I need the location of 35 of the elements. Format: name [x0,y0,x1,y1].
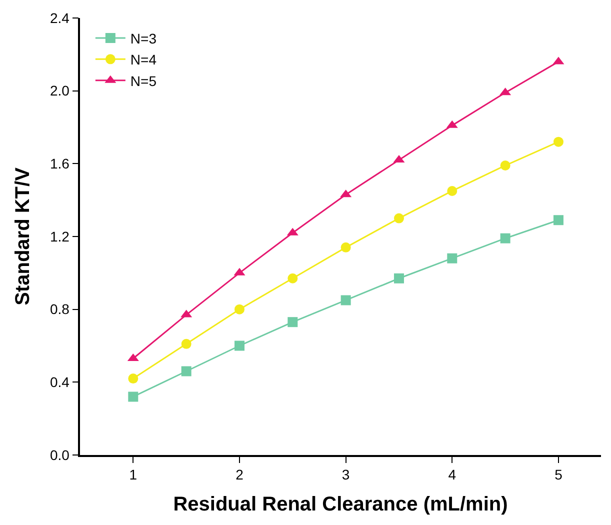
point [553,215,564,226]
legend-label: N=5 [130,72,157,89]
y-tick-label: 1.6 [50,156,70,172]
point [128,392,138,402]
point [288,317,298,328]
point [288,273,298,284]
point [500,160,510,170]
point [500,233,510,244]
point [340,242,351,252]
point [128,374,138,384]
x-tick-label: 3 [342,466,350,483]
y-tick-label: 0.0 [50,446,70,463]
x-tick-label: 5 [554,466,563,483]
y-axis-title: Standard KT/V [12,166,34,306]
point [447,253,458,264]
y-tick-label: 2.4 [50,10,70,26]
x-tick-label: 4 [448,466,456,483]
point [181,338,192,349]
legend-label: N=4 [130,52,157,68]
point [394,213,404,224]
y-tick-label: 1.2 [50,228,70,244]
y-tick-label: 2.0 [50,82,70,99]
legend-label: N=3 [130,30,157,46]
point [394,273,404,284]
x-tick-label: 2 [236,466,244,483]
point [447,186,458,196]
y-tick-label: 0.4 [50,374,70,390]
point [234,304,244,314]
x-axis-title: Residual Renal Clearance (mL/min) [173,494,508,516]
point [234,340,244,351]
point [553,136,564,147]
x-tick-label: 1 [129,466,138,483]
y-tick-label: 0.8 [50,301,70,318]
point [181,366,192,376]
point [340,295,351,306]
